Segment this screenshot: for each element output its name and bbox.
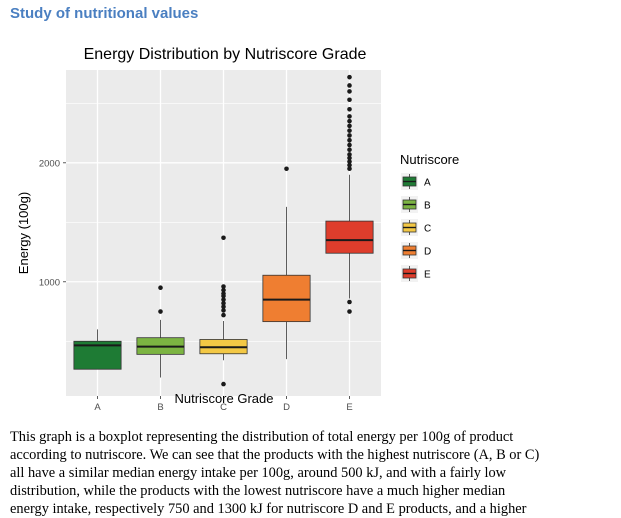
- box-body: [325, 220, 374, 254]
- x-tick-label: B: [157, 402, 163, 412]
- outlier-point: [221, 284, 226, 289]
- outlier-point: [221, 312, 226, 318]
- outlier-point: [221, 235, 226, 241]
- outlier-point: [284, 166, 289, 172]
- outlier-point: [221, 304, 226, 310]
- outlier-point: [221, 308, 226, 313]
- x-tick-label: D: [283, 402, 290, 412]
- outlier-point: [347, 97, 352, 103]
- x-tick-label: C: [220, 402, 227, 412]
- legend-label: C: [424, 224, 431, 235]
- axes-layer: 1000 2000 A B C D E: [39, 158, 353, 412]
- legend-label: A: [424, 178, 431, 189]
- outlier-point: [347, 89, 352, 94]
- outlier-point: [347, 123, 352, 129]
- outlier-point: [221, 291, 226, 296]
- outlier-point: [347, 106, 352, 112]
- y-tick-label: 2000: [39, 158, 60, 169]
- legend-entry-e: E: [401, 265, 431, 282]
- legend-entry-a: A: [401, 173, 431, 190]
- x-tick-label: A: [94, 402, 101, 412]
- legend-label: E: [424, 270, 431, 281]
- legend-entry-c: C: [401, 219, 431, 236]
- section-heading: Study of nutritional values: [10, 5, 199, 22]
- outlier-point: [347, 74, 352, 80]
- paragraph-line: This graph is a boxplot representing the…: [10, 429, 514, 445]
- boxplot-chart: Energy Distribution by Nutriscore Grade …: [16, 46, 459, 412]
- outlier-point: [347, 309, 352, 314]
- paragraph-line: all have a similar median energy intake …: [10, 465, 507, 481]
- chart-title: Energy Distribution by Nutriscore Grade: [84, 46, 367, 63]
- x-axis-label: Nutriscore Grade: [175, 391, 274, 406]
- outlier-point: [347, 133, 352, 138]
- box-b: [136, 285, 185, 378]
- legend-title: Nutriscore: [400, 152, 459, 167]
- y-tick-label: 1000: [39, 277, 60, 288]
- y-axis-label: Energy (100g): [16, 192, 31, 274]
- outlier-point: [347, 137, 352, 143]
- outlier-point: [221, 287, 226, 293]
- outlier-point: [347, 83, 352, 88]
- boxes-layer: [73, 74, 374, 387]
- outlier-point: [158, 309, 163, 314]
- box-a: [73, 329, 122, 370]
- legend-entry-b: B: [401, 196, 431, 213]
- box-e: [325, 74, 374, 314]
- legend-label: D: [424, 247, 431, 258]
- outlier-point: [347, 159, 352, 164]
- paragraph-line: according to nutriscore. We can see that…: [10, 447, 540, 463]
- outlier-point: [347, 166, 352, 172]
- paragraph-line: distribution, while the products with th…: [10, 483, 506, 499]
- outlier-point: [221, 381, 226, 387]
- paragraph-line: energy intake, respectively 750 and 1300…: [10, 501, 527, 517]
- outlier-point: [347, 147, 352, 153]
- legend-label: B: [424, 201, 431, 212]
- outlier-point: [158, 285, 163, 291]
- outlier-point: [347, 114, 352, 119]
- box-body: [262, 274, 311, 323]
- x-tick-label: E: [346, 402, 352, 412]
- outlier-point: [347, 142, 352, 148]
- outlier-point: [347, 128, 352, 133]
- outlier-point: [347, 299, 352, 305]
- outlier-point: [347, 118, 352, 124]
- outlier-point: [221, 297, 226, 302]
- body-paragraph: This graph is a boxplot representing the…: [10, 428, 614, 518]
- legend: A B C D E: [401, 173, 431, 282]
- outlier-point: [347, 162, 352, 168]
- outlier-point: [347, 155, 352, 161]
- outlier-point: [221, 300, 226, 306]
- outlier-point: [347, 152, 352, 157]
- box-c: [199, 235, 248, 387]
- box-d: [262, 166, 311, 360]
- legend-entry-d: D: [401, 242, 431, 259]
